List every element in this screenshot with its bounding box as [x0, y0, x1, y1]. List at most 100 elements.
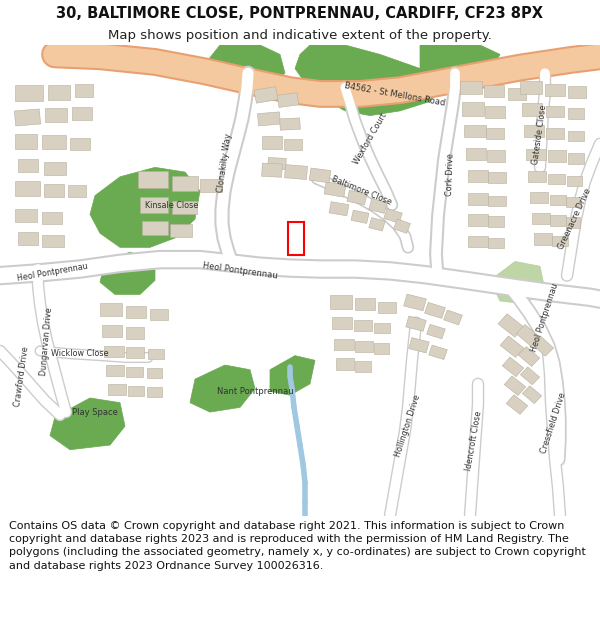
Bar	[524, 125, 544, 138]
Bar	[18, 159, 38, 172]
Bar	[148, 349, 164, 359]
Bar	[126, 306, 146, 318]
Bar	[488, 172, 506, 183]
Bar	[546, 106, 564, 118]
Text: Cressfield Drive: Cressfield Drive	[539, 392, 567, 455]
Bar	[147, 368, 162, 378]
Bar	[355, 298, 375, 311]
Bar	[257, 112, 281, 126]
Bar	[42, 212, 62, 224]
Text: Wexford Court: Wexford Court	[352, 112, 388, 166]
Bar	[172, 201, 197, 214]
Polygon shape	[420, 45, 500, 81]
Bar	[284, 164, 308, 179]
Bar	[443, 310, 463, 325]
Bar	[309, 168, 331, 182]
Bar	[460, 81, 482, 94]
Text: Nant Pontprennau: Nant Pontprennau	[217, 387, 293, 396]
Bar	[332, 317, 352, 329]
Bar	[334, 339, 354, 350]
Text: Heol Pontprennau: Heol Pontprennau	[16, 262, 88, 283]
Bar	[369, 199, 387, 213]
Bar	[523, 386, 542, 404]
Bar	[262, 136, 282, 149]
Bar	[518, 347, 540, 366]
Bar	[288, 222, 304, 255]
Bar	[566, 217, 580, 227]
Bar	[142, 221, 168, 235]
Text: Hollington Drive: Hollington Drive	[394, 394, 422, 459]
Bar	[500, 336, 524, 357]
Bar	[545, 84, 565, 96]
Text: Crawford Drive: Crawford Drive	[13, 346, 31, 407]
Polygon shape	[270, 356, 315, 395]
Bar	[468, 236, 488, 248]
Text: Map shows position and indicative extent of the property.: Map shows position and indicative extent…	[108, 29, 492, 42]
Bar	[284, 139, 302, 151]
Bar	[44, 162, 66, 175]
Bar	[374, 343, 389, 354]
Bar	[383, 209, 403, 223]
Bar	[526, 149, 546, 160]
Bar	[488, 238, 504, 248]
Bar	[520, 367, 539, 385]
Bar	[528, 171, 546, 182]
Bar	[468, 170, 488, 182]
Bar	[126, 328, 144, 339]
Bar	[100, 303, 122, 316]
Bar	[262, 163, 283, 177]
Bar	[14, 109, 41, 126]
Bar	[147, 387, 162, 397]
Polygon shape	[490, 261, 545, 304]
Text: Cork Drive: Cork Drive	[445, 153, 455, 196]
Bar	[170, 224, 192, 237]
Bar	[70, 138, 90, 151]
Bar	[485, 106, 505, 118]
Bar	[102, 324, 122, 337]
Bar	[532, 213, 550, 224]
Text: Gateside Close: Gateside Close	[532, 104, 548, 165]
Bar	[568, 131, 584, 141]
Bar	[44, 184, 64, 198]
Bar	[552, 236, 568, 246]
Bar	[126, 347, 144, 358]
Polygon shape	[295, 45, 440, 116]
Bar	[268, 158, 286, 169]
Bar	[508, 88, 526, 99]
Text: Wicklow Close: Wicklow Close	[51, 349, 109, 358]
Bar	[548, 151, 566, 162]
Bar	[568, 86, 586, 98]
Text: B4562 - St Mellons Road: B4562 - St Mellons Road	[344, 81, 446, 107]
Bar	[106, 365, 124, 376]
Polygon shape	[100, 252, 155, 294]
Bar	[404, 294, 427, 311]
Bar	[502, 357, 524, 377]
Bar	[104, 346, 124, 358]
Bar	[550, 194, 566, 205]
Polygon shape	[90, 168, 200, 248]
Bar	[550, 216, 566, 226]
Bar	[277, 92, 299, 108]
Bar	[15, 209, 37, 222]
Bar	[15, 134, 37, 149]
Bar	[516, 324, 540, 346]
Bar	[351, 210, 369, 223]
Bar	[546, 128, 564, 139]
Bar	[42, 235, 64, 248]
Bar	[200, 179, 222, 192]
Bar	[520, 81, 542, 94]
Bar	[566, 196, 581, 207]
Bar	[369, 217, 385, 231]
Bar	[548, 174, 565, 184]
Text: Heol Pontprennau: Heol Pontprennau	[530, 282, 560, 353]
Bar	[172, 176, 198, 191]
Bar	[126, 367, 143, 378]
Bar	[428, 345, 448, 359]
Bar	[374, 322, 390, 333]
Bar	[48, 86, 70, 99]
Bar	[409, 338, 429, 353]
Bar	[488, 196, 506, 206]
Bar	[254, 87, 278, 103]
Bar	[72, 107, 92, 120]
Bar	[568, 153, 584, 164]
